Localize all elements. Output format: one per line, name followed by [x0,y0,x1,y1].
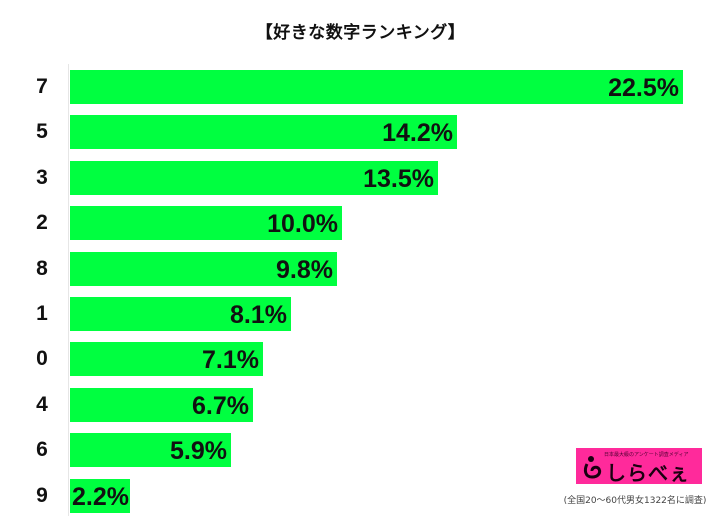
bar [70,342,263,377]
bar-row: 0 7.1% [0,342,721,377]
bar-row: 7 22.5% [0,70,721,104]
chart-title: 【好きな数字ランキング】 [255,23,466,43]
value-label: 10.0% [267,210,338,239]
category-label: 3 [36,165,48,189]
bar-row: 6 5.9% [0,433,721,468]
value-label: 9.8% [276,255,333,284]
bar [70,478,130,513]
logo-tagline: 日本最大級のアンケート調査メディア [604,452,689,458]
logo-name: しらべぇ [606,461,690,485]
category-label: 4 [36,392,48,416]
value-label: 8.1% [230,301,287,329]
category-label: 8 [36,256,48,280]
logo-mascot-icon [583,456,602,479]
category-label: 9 [36,483,48,507]
category-label: 7 [36,75,48,98]
category-label: 1 [36,302,48,325]
bar-row: 3 13.5% [0,160,721,195]
value-label: 6.7% [192,391,249,420]
value-label: 22.5% [608,74,679,102]
shirabee-logo: 日本最大級のアンケート調査メディア しらべぇ [576,448,702,485]
bar-row: 2 10.0% [0,206,721,241]
bar [70,251,337,286]
category-label: 0 [36,347,48,371]
category-label: 6 [36,438,48,462]
value-label: 5.9% [170,437,227,466]
bar [70,115,457,150]
bar-row: 1 8.1% [0,297,721,331]
bar [70,160,438,195]
bar [70,297,291,331]
value-label: 2.2% [72,482,129,511]
bar-row: 8 9.8% [0,251,721,286]
value-label: 7.1% [202,346,259,375]
bar [70,70,683,104]
survey-source-note: (全国20〜60代男女1322名に調査) [563,496,707,506]
bar-row: 4 6.7% [0,387,721,422]
category-label: 2 [36,211,48,235]
bar-row: 5 14.2% [0,115,721,150]
value-label: 14.2% [382,119,453,148]
axis-line [68,64,69,516]
bar [70,387,253,422]
bar [70,433,231,468]
value-label: 13.5% [363,164,434,193]
category-label: 5 [36,120,48,144]
bar [70,206,342,241]
bar-row: 9 2.2% [0,478,721,513]
